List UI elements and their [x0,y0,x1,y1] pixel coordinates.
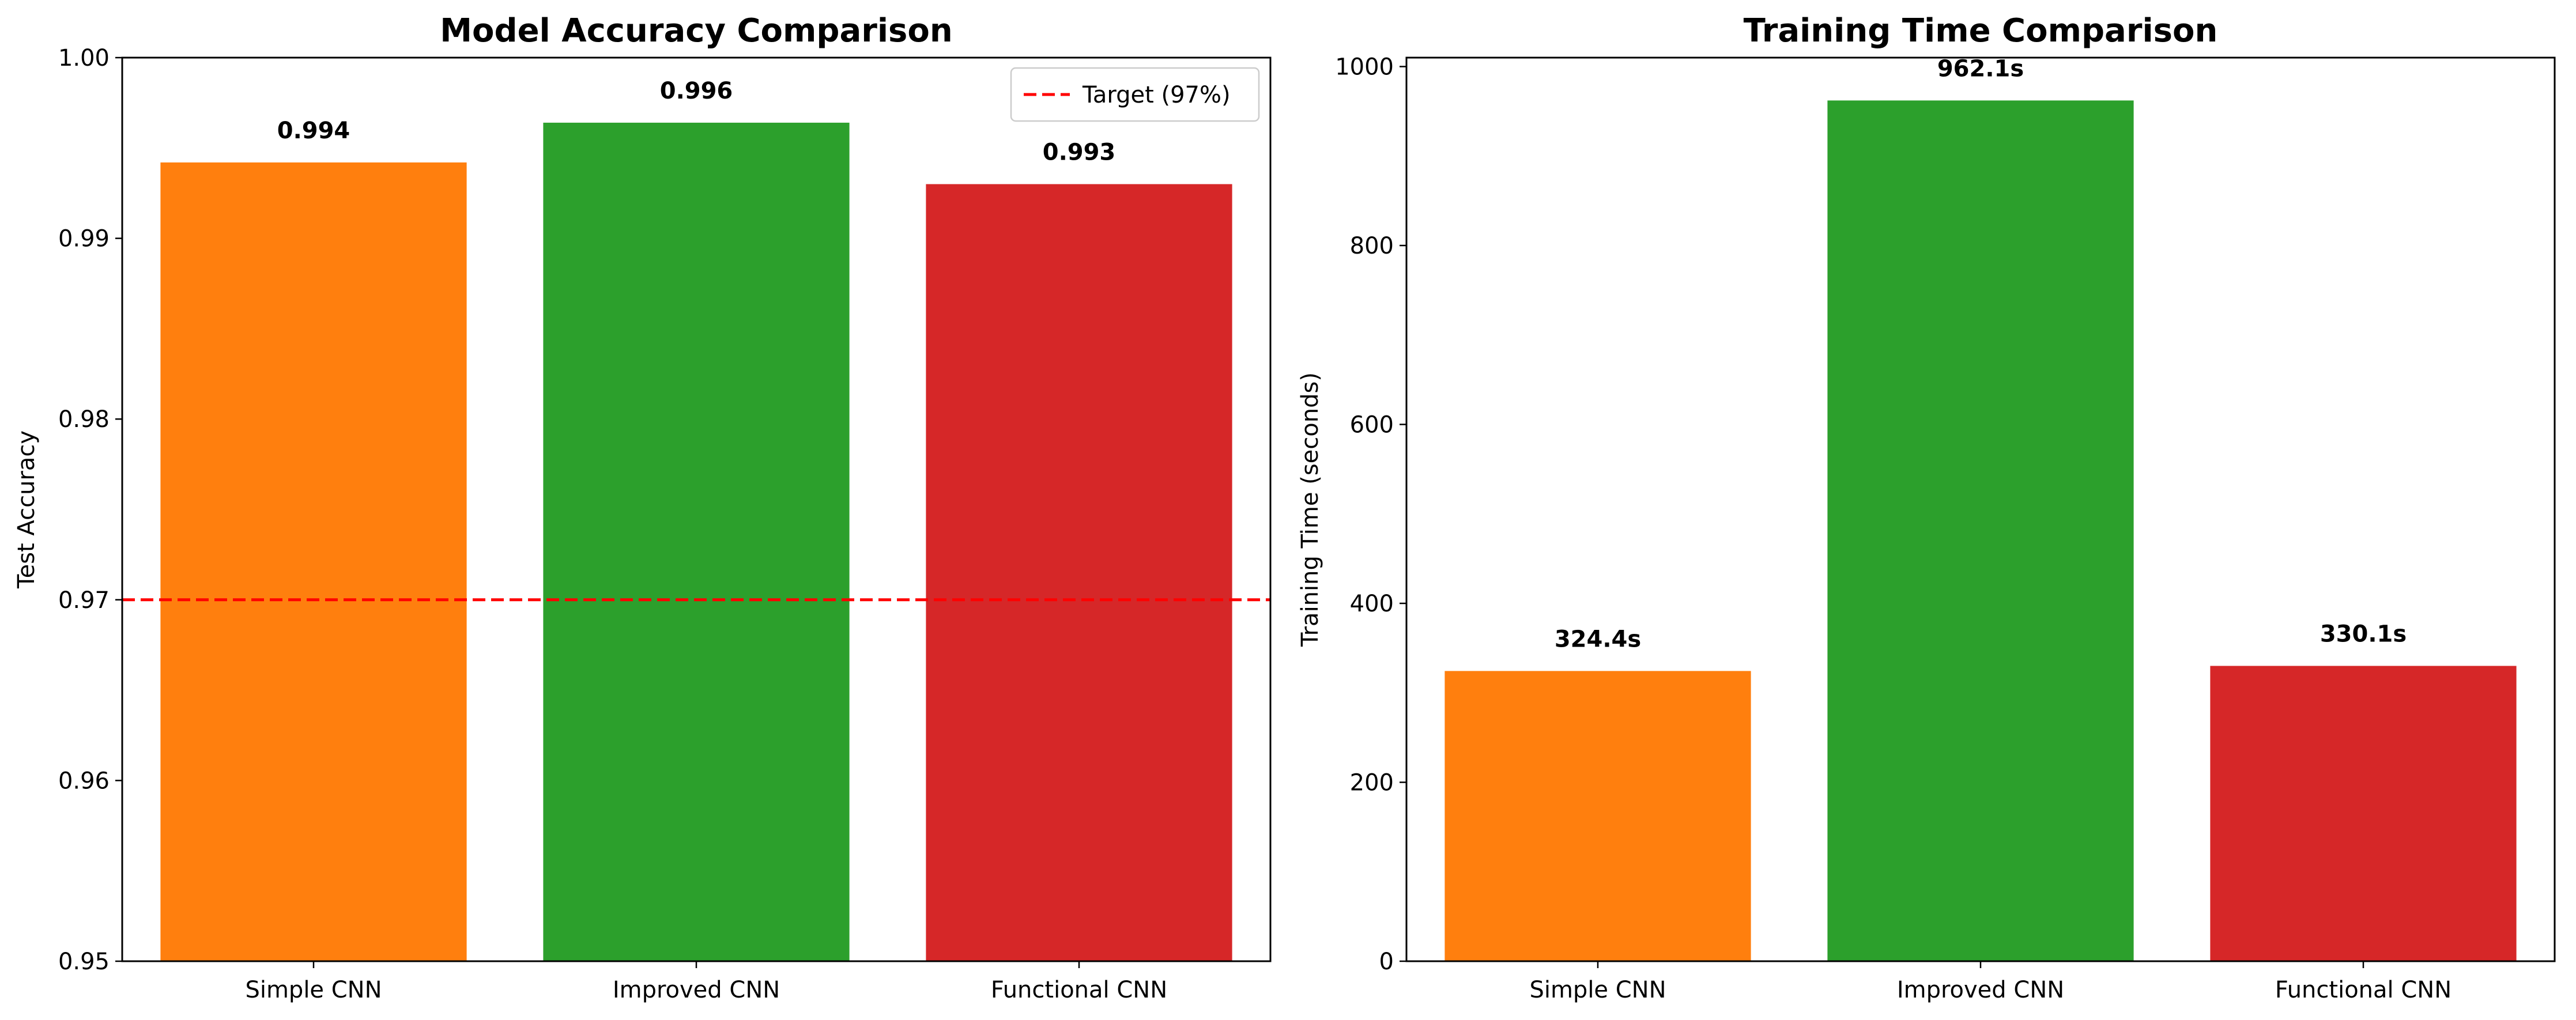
chart0-axes-frame [121,56,1272,962]
chart0-title: Model Accuracy Comparison [440,12,952,50]
chart1-xtick-label-0: Simple CNN [1529,977,1666,1003]
chart1-ytick-label-0: 0 [1379,949,1394,975]
chart0-ytick-label-5: 1.00 [58,45,110,71]
chart0-ytick-label-0: 0.95 [58,949,110,975]
chart0-ytick-label-4: 0.99 [58,226,110,252]
chart1-ytick-label-5: 1000 [1335,54,1394,81]
chart1-bar-0 [1444,671,1751,961]
chart0-ytick-label-2: 0.97 [58,587,110,614]
chart0-legend-box [1010,67,1260,122]
chart0-value-label-0: 0.994 [277,118,350,144]
chart1-value-label-0: 324.4s [1555,626,1641,652]
chart1-title: Training Time Comparison [1744,12,2218,50]
chart1-ytick-label-1: 200 [1350,770,1394,796]
chart0-legend-label: Target (97%) [1082,82,1231,108]
chart1-value-label-2: 330.1s [2320,621,2407,648]
chart1-ytick-label-2: 400 [1350,591,1394,617]
chart1-xtick-label-2: Functional CNN [2275,977,2451,1003]
chart0-value-label-2: 0.993 [1043,139,1116,166]
chart1-axes-frame [1405,56,2556,962]
chart0-xtick-label-2: Functional CNN [991,977,1167,1003]
chart1-ytick-label-4: 800 [1350,233,1394,259]
chart0-bar-2 [926,184,1232,961]
chart0-bar-1 [543,122,850,961]
chart1-ylabel: Training Time (seconds) [1297,372,1323,647]
chart1-xtick-label-1: Improved CNN [1897,977,2064,1003]
chart0-value-label-1: 0.996 [660,78,733,104]
chart0-xtick-label-0: Simple CNN [245,977,382,1003]
chart1-bar-2 [2210,666,2517,961]
chart0-xtick-label-1: Improved CNN [613,977,780,1003]
chart0-ytick-label-1: 0.96 [58,768,110,794]
chart0-bar-0 [160,162,467,962]
chart0-ylabel: Test Accuracy [13,430,40,589]
chart1-value-label-1: 962.1s [1937,55,2024,82]
chart1-bar-1 [1827,100,2134,962]
chart0-ytick-label-3: 0.98 [58,406,110,433]
chart1-ytick-label-3: 600 [1350,412,1394,439]
